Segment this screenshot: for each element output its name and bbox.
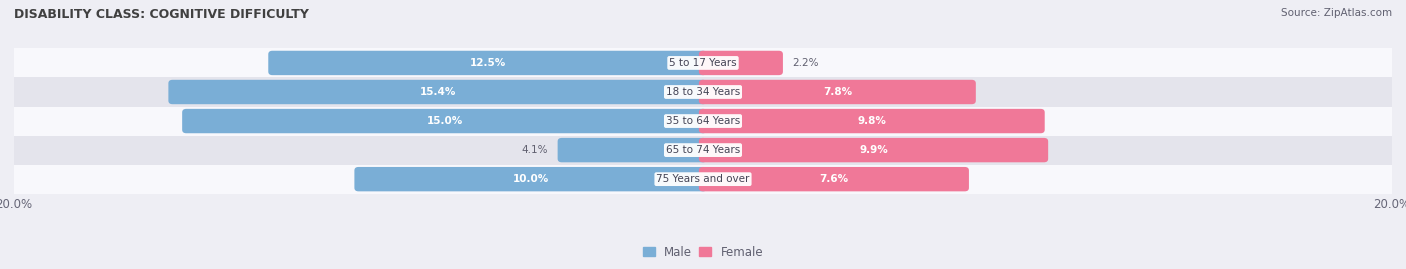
Text: 12.5%: 12.5% [470,58,506,68]
Text: 4.1%: 4.1% [522,145,548,155]
Text: 15.4%: 15.4% [419,87,456,97]
FancyBboxPatch shape [0,107,1406,136]
FancyBboxPatch shape [699,80,976,104]
FancyBboxPatch shape [269,51,707,75]
FancyBboxPatch shape [0,77,1406,107]
Text: Source: ZipAtlas.com: Source: ZipAtlas.com [1281,8,1392,18]
FancyBboxPatch shape [699,138,1047,162]
Text: 7.8%: 7.8% [823,87,852,97]
Text: 65 to 74 Years: 65 to 74 Years [666,145,740,155]
FancyBboxPatch shape [0,136,1406,165]
Text: 15.0%: 15.0% [426,116,463,126]
Text: 5 to 17 Years: 5 to 17 Years [669,58,737,68]
Text: 7.6%: 7.6% [820,174,848,184]
Text: 75 Years and over: 75 Years and over [657,174,749,184]
Text: 18 to 34 Years: 18 to 34 Years [666,87,740,97]
FancyBboxPatch shape [699,51,783,75]
Legend: Male, Female: Male, Female [638,241,768,263]
FancyBboxPatch shape [558,138,707,162]
FancyBboxPatch shape [183,109,707,133]
Text: 10.0%: 10.0% [513,174,548,184]
FancyBboxPatch shape [169,80,707,104]
FancyBboxPatch shape [699,167,969,191]
Text: 9.8%: 9.8% [858,116,886,126]
Text: DISABILITY CLASS: COGNITIVE DIFFICULTY: DISABILITY CLASS: COGNITIVE DIFFICULTY [14,8,309,21]
Text: 9.9%: 9.9% [859,145,887,155]
FancyBboxPatch shape [0,165,1406,194]
FancyBboxPatch shape [354,167,707,191]
FancyBboxPatch shape [699,109,1045,133]
FancyBboxPatch shape [0,48,1406,77]
Text: 35 to 64 Years: 35 to 64 Years [666,116,740,126]
Text: 2.2%: 2.2% [793,58,820,68]
